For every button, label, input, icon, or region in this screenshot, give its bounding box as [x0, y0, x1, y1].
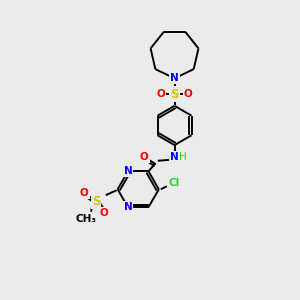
Text: O: O	[80, 188, 88, 198]
Text: S: S	[92, 194, 100, 208]
Text: O: O	[140, 152, 148, 162]
Text: O: O	[184, 89, 193, 99]
Text: CH₃: CH₃	[76, 214, 97, 224]
Text: N: N	[124, 167, 132, 176]
Text: N: N	[170, 152, 179, 162]
Text: O: O	[100, 208, 108, 218]
Text: Cl: Cl	[169, 178, 180, 188]
Text: N: N	[170, 74, 179, 83]
Text: N: N	[124, 202, 132, 212]
Text: H: H	[179, 152, 187, 162]
Text: S: S	[170, 88, 179, 100]
Text: O: O	[156, 89, 165, 99]
